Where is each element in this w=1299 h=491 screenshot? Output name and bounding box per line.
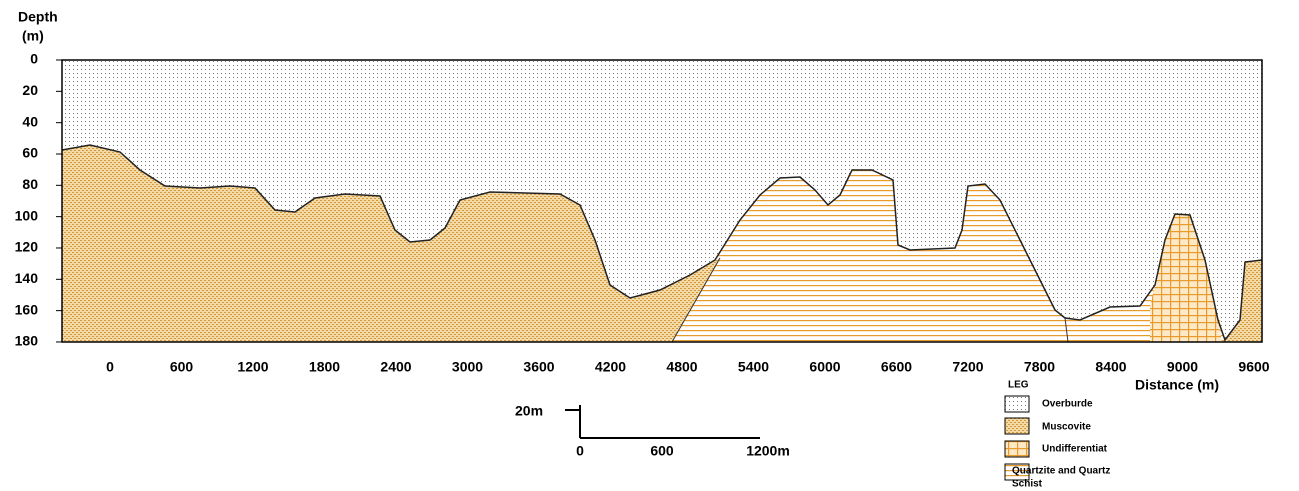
y-tick-label: 140 — [15, 270, 39, 286]
x-tick-label: 9000 — [1167, 359, 1198, 375]
muscovite-region — [1225, 260, 1262, 342]
y-tick-label: 60 — [22, 145, 38, 161]
legend-label: Quartzite and Quartz — [1012, 466, 1110, 477]
y-tick-label: 180 — [15, 333, 39, 349]
scale-label: 0 — [576, 443, 584, 459]
x-tick-label: 3600 — [523, 359, 554, 375]
surface-line — [61, 144, 1263, 342]
y-title: Depth — [18, 9, 58, 25]
contact-line — [1064, 317, 1069, 343]
legend-swatch — [1004, 440, 1030, 458]
x-tick-label: 3000 — [452, 359, 483, 375]
y-tick-label: 0 — [30, 51, 38, 67]
legend-label: Overburde — [1042, 399, 1093, 410]
x-tick-label: 4200 — [595, 359, 626, 375]
y-tick-label: 20 — [22, 82, 38, 98]
y-tick-label: 160 — [15, 301, 39, 317]
x-tick-label: 1800 — [309, 359, 340, 375]
legend-label: Schist — [1012, 479, 1043, 490]
x-title: Distance (m) — [1135, 377, 1219, 393]
undifferentiated-region — [1150, 214, 1222, 342]
legend-label: Undifferentiat — [1042, 444, 1108, 455]
x-tick-label: 5400 — [738, 359, 769, 375]
scale-label: 600 — [650, 443, 674, 459]
legend-swatch — [1004, 417, 1030, 435]
y-title: (m) — [22, 28, 44, 44]
y-tick-label: 40 — [22, 113, 38, 129]
x-tick-label: 7800 — [1024, 359, 1055, 375]
frame — [61, 59, 1263, 343]
x-tick-label: 600 — [170, 359, 194, 375]
x-tick-label: 1200 — [237, 359, 268, 375]
x-tick-label: 4800 — [666, 359, 697, 375]
y-tick-label: 120 — [15, 239, 39, 255]
y-tick-label: 80 — [22, 176, 38, 192]
x-tick-label: 7200 — [952, 359, 983, 375]
x-tick-label: 0 — [106, 359, 114, 375]
legend-swatch — [1004, 463, 1030, 481]
legend-title: LEG — [1008, 380, 1029, 391]
x-tick-label: 2400 — [380, 359, 411, 375]
legend-label: Muscovite — [1042, 422, 1091, 433]
x-tick-label: 8400 — [1095, 359, 1126, 375]
y-tick-label: 100 — [15, 207, 39, 223]
legend-swatch — [1004, 395, 1030, 413]
contact-line — [671, 257, 721, 343]
scale-label: 1200m — [746, 443, 790, 459]
x-tick-label: 6600 — [881, 359, 912, 375]
x-tick-label: 6000 — [809, 359, 840, 375]
x-tick-label: 9600 — [1238, 359, 1269, 375]
scale-label: 20m — [515, 403, 543, 419]
quartzite-region — [672, 170, 1225, 342]
